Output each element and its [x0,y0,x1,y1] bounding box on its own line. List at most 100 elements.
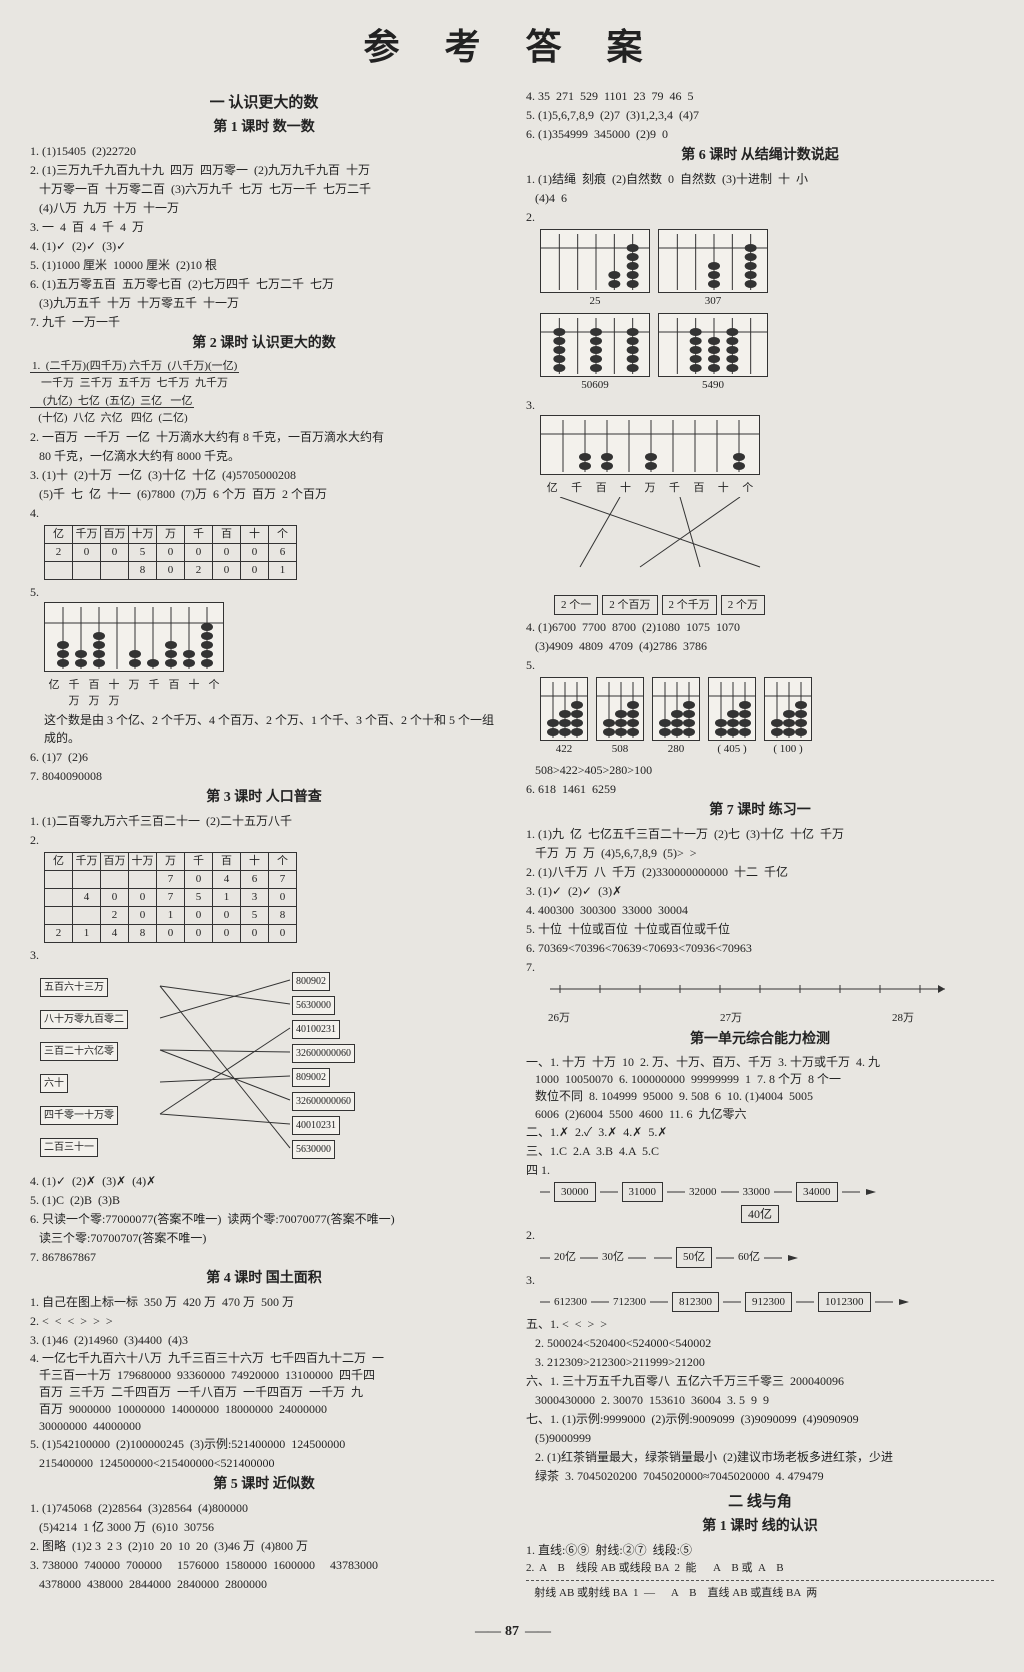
number-box: 40亿 [741,1205,779,1223]
ans: 五、1. < < > > [526,1315,994,1333]
number-line-boxes: 6123007123008123009123001012300 [540,1292,994,1313]
ans: (5)9000999 [526,1429,994,1447]
abacus-icon [652,677,700,741]
ans: 射线 AB 或射线 BA 1 — A B 直线 AB 或直线 BA 两 [526,1585,994,1602]
tick-label: 30亿 [602,1249,624,1266]
seq-line: (十亿) 八亿 六亿 四亿 (二亿) [30,410,498,427]
ans: 4. 35 271 529 1101 23 79 46 5 [526,87,994,105]
ans: 2. 一百万 一千万 一亿 十万滴水大约有 8 千克，一百万滴水大约有 [30,428,498,446]
number-line: 26万 27万 28万 [540,979,994,1027]
page-number: 87 [30,1621,994,1642]
ans: 2. < < < > > > [30,1312,498,1330]
ans: 绿茶 3. 7045020200 7045020000≈7045020000 4… [526,1467,994,1485]
divider [526,1580,994,1581]
ans: 六、1. 三十万五千九百零八 五亿六千万三千零三 200040096 [526,1372,994,1390]
ans: 5. [30,583,498,601]
ans: 3. 212309>212300>211999>21200 [526,1353,994,1371]
ans: 5. (1)1000 厘米 10000 厘米 (2)10 根 [30,256,498,274]
ans: 2. A B 线段 AB 或线段 BA 2 能 A B 或 A B [526,1560,994,1577]
abacus-card: ( 100 ) [764,677,812,758]
match-left: 五百六十三万 [40,978,108,997]
ans: 4378000 438000 2844000 2840000 2800000 [30,1575,498,1593]
match-left: 二百三十一 [40,1138,98,1157]
ans: 千万 万 万 (4)5,6,7,8,9 (5)> > [526,844,994,862]
number-box: 31000 [622,1182,664,1203]
ans: 百万 三千万 二千四百万 一千八百万 一千四百万 一千万 九 [30,1384,498,1400]
right-column: 4. 35 271 529 1101 23 79 46 5 5. (1)5,6,… [526,86,994,1603]
place-value-table: 亿千万百万十万万千百十个200500006802001 [44,525,297,580]
unit-test-heading: 第一单元综合能力检测 [526,1029,994,1050]
ans: 1. (1)二百零九万六千三百二十一 (2)二十五万八千 [30,812,498,830]
match-right: 40010231 [292,1116,340,1135]
ans: 7. 867867867 [30,1248,498,1266]
ans: 2. [30,831,498,849]
ans: 3. (1)46 (2)14960 (3)4400 (4)3 [30,1331,498,1349]
match-right: 809002 [292,1068,330,1087]
ans: 3. 738000 740000 700000 1576000 1580000 … [30,1556,498,1574]
lesson-7-heading: 第 7 课时 练习一 [526,800,994,821]
abacus-icon [708,677,756,741]
abacus-group: 422 508 280 ( 405 ) ( 100 ) [540,677,994,758]
ans: 千三百一十万 179680000 93360000 74920000 13100… [30,1367,498,1383]
ans: 2. (1)红茶销量最大，绿茶销量最小 (2)建议市场老板多进红茶，少进 [526,1448,994,1466]
number-box: 50亿 [676,1247,712,1268]
cross-lines-icon [540,497,800,587]
number-line-icon [540,979,960,1005]
abacus-labels: 亿千万百万十万万千百十个 [44,677,224,710]
abacus-icon [44,602,224,672]
abacus-label: 25 [590,293,601,310]
ans: 6. (1)五万零五百 五万零七百 (2)七万四千 七万二千 七万 [30,275,498,293]
number-line-boxes: 3000031000320003300034000 [540,1182,994,1203]
ans: 6. 618 1461 6259 [526,780,994,798]
match-left: 八十万零九百零二 [40,1010,128,1029]
box-row: 2 个一2 个百万2 个千万2 个万 [554,595,994,616]
ans: (5)4214 1 亿 3000 万 (6)10 30756 [30,1518,498,1536]
tick-label: 26万 [548,1010,570,1027]
ans: 数位不同 8. 104999 95000 9. 508 6 10. (1)400… [526,1088,994,1104]
abacus-figure: 亿千万百万十万万千百十个 [44,602,498,710]
ans: (4)八万 九万 十万 十一万 [30,199,498,217]
abacus-icon [658,313,768,377]
value-box: 2 个百万 [602,595,657,616]
number-box: 34000 [796,1182,838,1203]
value-box: 2 个千万 [662,595,717,616]
ans: (5)千 七 亿 十一 (6)7800 (7)万 6 个万 百万 2 个百万 [30,485,498,503]
match-left: 三百二十六亿零 [40,1042,118,1061]
ans: 4. (1)6700 7700 8700 (2)1080 1075 1070 [526,618,994,636]
ans: 2. [526,1226,994,1244]
abacus-card: 5490 [658,313,768,394]
unit-1-title: 一 认识更大的数 [30,92,498,115]
place-value-table: 亿千万百万十万万千百十个7046740075130201005821480000… [44,852,297,943]
tick-label: 60亿 [738,1249,760,1266]
abacus-icon [540,677,588,741]
ans: 1. (1)15405 (2)22720 [30,142,498,160]
ans: 1. 自己在图上标一标 350 万 420 万 470 万 500 万 [30,1293,498,1311]
number-line-labels: 20亿30亿50亿60亿 [540,1247,994,1268]
left-column: 一 认识更大的数 第 1 课时 数一数 1. (1)15405 (2)22720… [30,86,498,1603]
lesson-5-heading: 第 5 课时 近似数 [30,1474,498,1495]
seq-line: 一千万 三千万 五千万 七千万 九千万 [30,375,498,392]
ans: 1. (1)九 亿 七亿五千三百二十一万 (2)七 (3)十亿 十亿 千万 [526,825,994,843]
abacus-icon [540,415,760,475]
ans: 1. 直线:⑥⑨ 射线:②⑦ 线段:⑤ [526,1541,994,1559]
ans: 5. 十位 十位或百位 十位或百位或千位 [526,920,994,938]
abacus-icon [658,229,768,293]
match-left: 六十 [40,1074,68,1093]
lesson-2-1-heading: 第 1 课时 线的认识 [526,1516,994,1537]
abacus-card: 50609 [540,313,650,394]
lesson-4-heading: 第 4 课时 国土面积 [30,1268,498,1289]
value-box: 2 个一 [554,595,598,616]
tick-label: 27万 [720,1010,742,1027]
ans: 2. (1)三万九千九百九十九 四万 四万零一 (2)九万九千九百 十万 [30,161,498,179]
match-lines-icon [40,968,460,1168]
lesson-6-heading: 第 6 课时 从结绳计数说起 [526,145,994,166]
number-box: 1012300 [818,1292,871,1313]
ans: 4. [30,504,498,522]
ans: 3. [526,396,994,414]
ans: 4. 一亿七千九百六十八万 九千三百三十六万 七千四百九十二万 一 [30,1350,498,1366]
ans: 4. (1)✓ (2)✗ (3)✗ (4)✗ [30,1172,498,1190]
abacus-card: 25 [540,229,650,310]
abacus-card: 307 [658,229,768,310]
match-right: 40100231 [292,1020,340,1039]
tick-label: 712300 [613,1294,646,1311]
